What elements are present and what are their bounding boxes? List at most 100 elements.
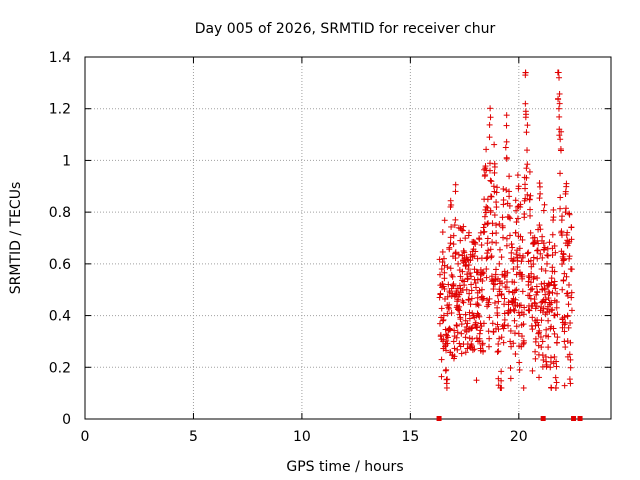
data-point <box>551 330 558 337</box>
data-point <box>455 305 462 312</box>
data-point <box>460 341 467 348</box>
data-point <box>439 229 446 236</box>
data-point <box>555 105 562 112</box>
data-point <box>556 74 563 81</box>
data-point <box>444 310 451 317</box>
data-point <box>533 303 540 310</box>
data-point <box>561 328 568 335</box>
data-point <box>500 234 507 241</box>
data-point <box>556 113 563 120</box>
data-point <box>501 271 508 278</box>
data-point <box>464 271 471 278</box>
data-point <box>436 256 443 263</box>
data-point <box>547 301 554 308</box>
data-point <box>466 309 473 316</box>
data-point <box>530 254 537 261</box>
data-point <box>464 345 471 352</box>
data-point <box>494 292 501 299</box>
data-point <box>491 299 498 306</box>
data-point <box>531 299 538 306</box>
data-point <box>466 315 473 322</box>
data-point <box>545 288 552 295</box>
data-point <box>561 321 568 328</box>
data-point <box>503 138 510 145</box>
x-tick-label: 5 <box>189 429 198 445</box>
data-point <box>489 220 496 227</box>
data-point <box>442 367 449 374</box>
data-point <box>522 69 529 76</box>
data-point <box>476 330 483 337</box>
data-point <box>536 374 543 381</box>
y-axis-label: SRMTID / TECUs <box>8 182 24 295</box>
data-point <box>474 301 481 308</box>
data-point <box>489 320 496 327</box>
data-point <box>478 242 485 249</box>
data-point <box>506 214 513 221</box>
data-point <box>534 288 541 295</box>
data-point <box>556 90 563 97</box>
data-point <box>481 213 488 220</box>
y-tick-label: 1.2 <box>49 102 71 118</box>
data-point <box>553 379 560 386</box>
data-point <box>548 323 555 330</box>
data-point <box>568 236 575 243</box>
data-point <box>487 193 494 200</box>
zero-marker <box>571 416 577 421</box>
data-point <box>462 349 469 356</box>
data-point <box>515 330 522 337</box>
data-point <box>468 287 475 294</box>
data-point <box>450 338 457 345</box>
data-point <box>532 338 539 345</box>
data-point <box>487 207 494 214</box>
data-point <box>527 229 534 236</box>
data-point <box>559 261 566 268</box>
data-point <box>450 241 457 248</box>
grid-lines <box>85 57 611 419</box>
data-point <box>443 376 450 383</box>
data-point <box>558 217 565 224</box>
data-point <box>518 258 525 265</box>
data-point <box>525 281 532 288</box>
data-point <box>550 217 557 224</box>
data-point <box>447 203 454 210</box>
data-point <box>494 304 501 311</box>
data-point <box>539 254 546 261</box>
data-point <box>504 269 511 276</box>
data-point <box>464 320 471 327</box>
data-point <box>438 266 445 273</box>
data-point <box>465 297 472 304</box>
data-point <box>484 196 491 203</box>
data-point <box>494 348 501 355</box>
data-point <box>488 178 495 185</box>
data-point <box>513 251 520 258</box>
data-point <box>497 384 504 391</box>
data-point <box>522 195 529 202</box>
data-point <box>480 224 487 231</box>
data-point <box>518 343 525 350</box>
data-point <box>543 361 550 368</box>
data-point <box>527 192 534 199</box>
data-point <box>490 280 497 287</box>
data-point <box>542 291 549 298</box>
data-point <box>495 341 502 348</box>
data-point <box>567 380 574 387</box>
y-tick-label: 0.6 <box>49 257 71 273</box>
data-point <box>451 345 458 352</box>
data-point <box>547 364 554 371</box>
data-point <box>453 322 460 329</box>
data-point <box>484 235 491 242</box>
data-point <box>474 324 481 331</box>
data-point <box>556 100 563 107</box>
data-point <box>441 269 448 276</box>
data-point <box>511 307 518 314</box>
data-point <box>557 136 564 143</box>
data-point <box>526 196 533 203</box>
data-point <box>514 215 521 222</box>
data-point <box>436 320 443 327</box>
data-point <box>486 134 493 141</box>
data-point <box>512 351 519 358</box>
data-point <box>510 340 517 347</box>
data-point <box>499 214 506 221</box>
data-point <box>557 170 564 177</box>
zero-marker <box>540 416 546 421</box>
